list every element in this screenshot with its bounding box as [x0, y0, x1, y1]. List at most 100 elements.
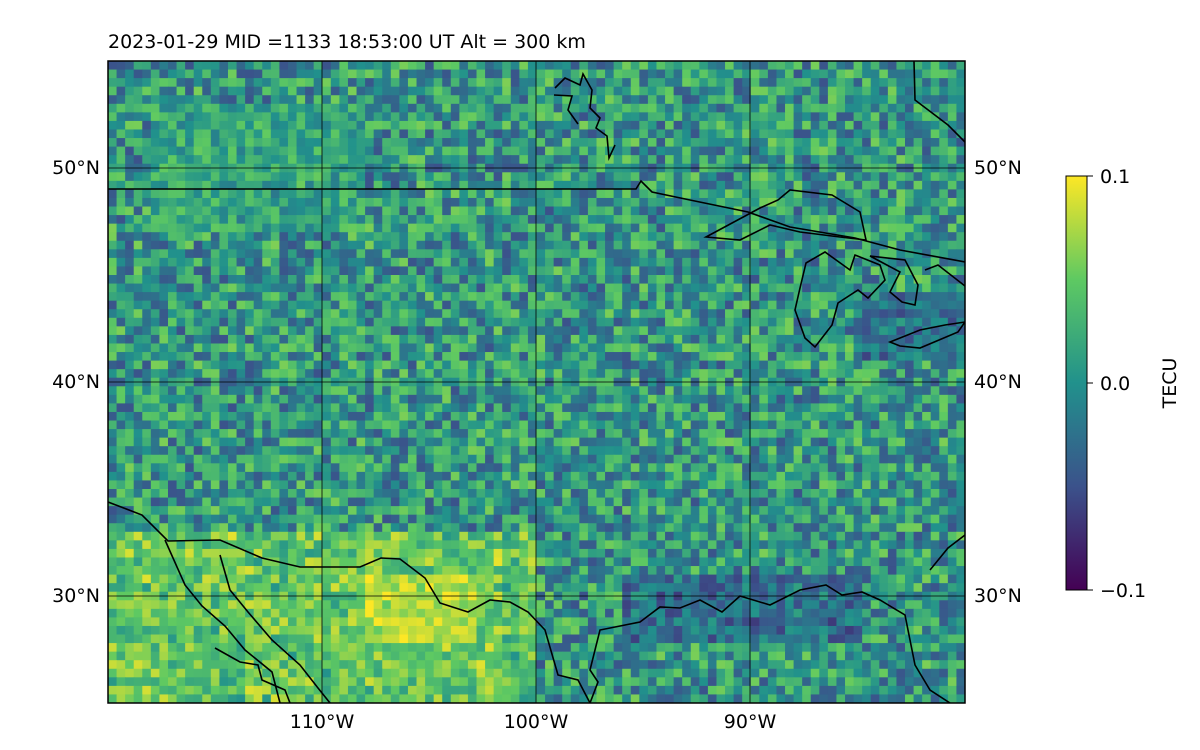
- heat-cell: [570, 334, 580, 345]
- heat-cell: [382, 343, 392, 353]
- heat-cell: [485, 275, 495, 285]
- heat-cell: [176, 95, 186, 105]
- heat-cell: [587, 300, 598, 310]
- heat-cell: [939, 317, 949, 327]
- heat-cell: [802, 172, 812, 182]
- heat-cell: [442, 454, 452, 464]
- heat-cell: [930, 197, 940, 208]
- heat-cell: [802, 369, 812, 379]
- heat-cell: [570, 471, 580, 482]
- heat-cell: [296, 386, 306, 396]
- heat-cell: [947, 283, 958, 293]
- heat-cell: [630, 471, 640, 482]
- heat-cell: [476, 215, 486, 225]
- heat-cell: [750, 292, 760, 302]
- heat-cell: [150, 257, 161, 268]
- heat-cell: [913, 446, 923, 456]
- heat-cell: [502, 360, 512, 370]
- heat-cell: [202, 120, 212, 131]
- heat-cell: [382, 326, 392, 336]
- heat-cell: [836, 223, 846, 233]
- heat-cell: [707, 138, 718, 148]
- heat-cell: [210, 86, 221, 96]
- heat-cell: [733, 266, 743, 276]
- heat-cell: [905, 69, 915, 79]
- heat-cell: [707, 155, 718, 165]
- heat-cell: [450, 275, 460, 285]
- heat-cell: [142, 300, 152, 310]
- heat-cell: [767, 61, 778, 71]
- heat-cell: [193, 146, 203, 156]
- heat-cell: [622, 343, 632, 353]
- heat-cell: [193, 386, 203, 396]
- heat-cell: [622, 95, 632, 105]
- heat-cell: [553, 69, 563, 79]
- heat-cell: [639, 463, 649, 473]
- heat-cell: [270, 69, 280, 79]
- heat-cell: [390, 292, 400, 302]
- heat-cell: [330, 180, 340, 190]
- heat-cell: [527, 275, 538, 285]
- heat-cell: [253, 386, 263, 396]
- heat-cell: [365, 334, 375, 345]
- heat-cell: [116, 360, 126, 370]
- heat-cell: [862, 155, 872, 165]
- heat-cell: [493, 283, 503, 293]
- heat-cell: [862, 275, 872, 285]
- heat-cell: [270, 275, 280, 285]
- heat-cell: [296, 292, 306, 302]
- heat-cell: [587, 95, 598, 105]
- heat-cell: [433, 112, 443, 122]
- heat-cell: [279, 240, 289, 250]
- heat-cell: [322, 352, 332, 362]
- heat-cell: [185, 429, 195, 439]
- heat-cell: [947, 317, 958, 327]
- heat-cell: [167, 86, 178, 96]
- heat-cell: [707, 86, 718, 96]
- heat-cell: [339, 429, 349, 439]
- heat-cell: [613, 180, 623, 190]
- heat-cell: [750, 437, 760, 447]
- heat-cell: [673, 257, 683, 268]
- heat-cell: [896, 129, 906, 139]
- heat-cell: [647, 429, 658, 439]
- heat-cell: [647, 112, 658, 122]
- heat-cell: [407, 172, 418, 182]
- heat-cell: [287, 197, 298, 208]
- heat-cell: [202, 172, 212, 182]
- heat-cell: [108, 155, 118, 165]
- heat-cell: [142, 429, 152, 439]
- heat-cell: [253, 240, 263, 250]
- heat-cell: [742, 61, 752, 71]
- heat-cell: [125, 352, 135, 362]
- heat-cell: [467, 360, 478, 370]
- heat-cell: [425, 155, 435, 165]
- heat-cell: [245, 429, 255, 439]
- heat-cell: [519, 394, 529, 404]
- heat-cell: [682, 215, 692, 225]
- heat-cell: [939, 180, 949, 190]
- heat-cell: [587, 69, 598, 79]
- heat-cell: [193, 446, 203, 456]
- heat-cell: [630, 266, 640, 276]
- heat-cell: [905, 266, 915, 276]
- heat-cell: [167, 317, 178, 327]
- heat-cell: [913, 317, 923, 327]
- heat-cell: [493, 420, 503, 430]
- heat-cell: [802, 146, 812, 156]
- heat-cell: [287, 403, 298, 413]
- heat-cell: [956, 120, 965, 131]
- heat-cell: [802, 309, 812, 319]
- heat-cell: [785, 78, 795, 88]
- heat-cell: [579, 352, 589, 362]
- heat-cell: [725, 232, 735, 242]
- heat-cell: [870, 86, 880, 96]
- heat-cell: [150, 120, 161, 131]
- heat-cell: [502, 369, 512, 379]
- heat-cell: [365, 155, 375, 165]
- heat-cell: [947, 112, 958, 122]
- heat-cell: [467, 429, 478, 439]
- heat-cell: [399, 155, 409, 165]
- heat-cell: [185, 369, 195, 379]
- heat-cell: [425, 437, 435, 447]
